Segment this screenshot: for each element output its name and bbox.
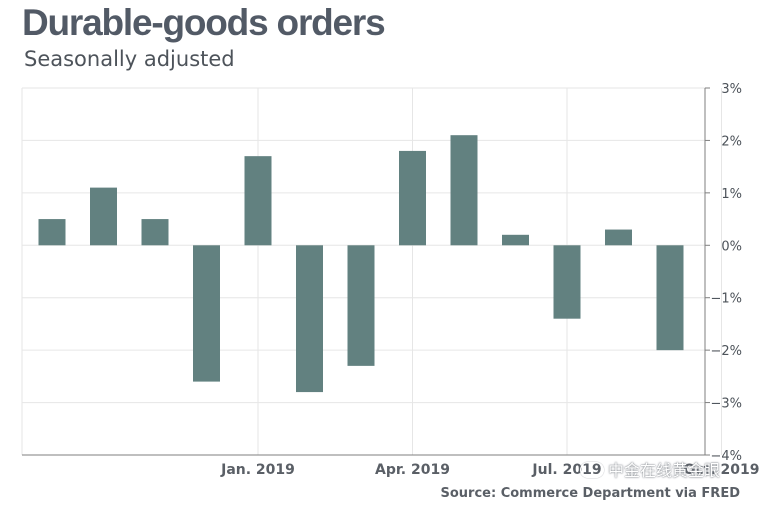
bar-2019-08 — [502, 234, 529, 246]
bar-2019-06 — [399, 150, 426, 246]
y-tick-label: −1% — [710, 292, 742, 307]
axes — [21, 87, 710, 456]
bars — [38, 135, 684, 393]
bar-2019-09 — [553, 245, 581, 319]
bar-2019-07 — [450, 135, 478, 246]
source-note: Source: Commerce Department via FRED — [440, 486, 740, 501]
bar-2019-04 — [296, 245, 323, 393]
x-tick-label: Oct. 2019 — [683, 462, 759, 478]
bar-2019-11 — [656, 245, 684, 351]
bar-2019-01 — [141, 219, 169, 246]
chart-title: Durable-goods orders — [22, 2, 386, 43]
y-tick-label: −4% — [710, 449, 742, 464]
bar-2019-02 — [193, 245, 220, 382]
y-tick-label: −3% — [710, 397, 742, 412]
y-tick-labels: 3% 2% 1% 0% −1% −2% −3% −4% — [710, 82, 742, 464]
bar-2018-11 — [38, 219, 66, 246]
y-tick-label: 3% — [721, 82, 742, 97]
x-tick-label: Apr. 2019 — [375, 462, 450, 478]
y-tick-label: 1% — [721, 187, 742, 202]
bar-2018-12 — [90, 187, 117, 246]
watermark: 中金在线黄金眼 — [580, 457, 720, 481]
x-tick-label: Jan. 2019 — [220, 462, 295, 478]
wechat-icon — [580, 462, 604, 478]
chart-subtitle: Seasonally adjusted — [24, 47, 235, 71]
y-tick-label: 2% — [721, 134, 742, 149]
bar-2019-05 — [347, 245, 375, 366]
bar-2019-03 — [244, 156, 272, 246]
bar-2019-10 — [605, 229, 632, 246]
y-tick-label: 0% — [721, 239, 742, 254]
y-tick-label: −2% — [710, 344, 742, 359]
watermark-text: 中金在线黄金眼 — [608, 461, 721, 480]
